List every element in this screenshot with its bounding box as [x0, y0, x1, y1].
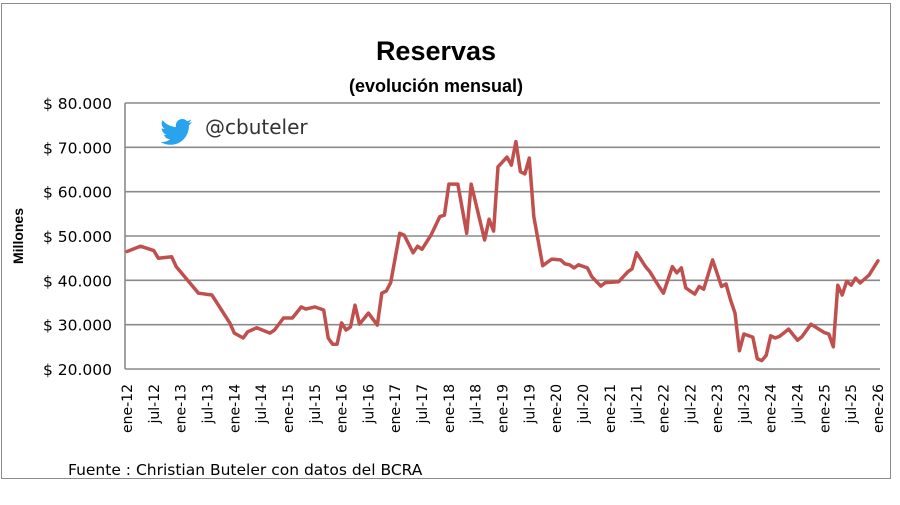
chart-frame	[1, 3, 891, 479]
x-tick-label: ene-23	[710, 384, 726, 433]
x-tick-label: jul-21	[630, 384, 646, 425]
x-tick-label: jul-14	[254, 384, 270, 425]
x-tick-label: ene-22	[656, 384, 672, 433]
x-tick-label: ene-21	[603, 384, 619, 433]
x-tick-label: ene-15	[281, 384, 297, 433]
x-tick-label: jul-19	[522, 384, 538, 425]
x-tick-labels: ene-12 jul-12 ene-13 jul-13 ene-14 jul-14 ene-…	[120, 384, 887, 433]
y-tick-label: $ 40.000	[43, 272, 112, 290]
x-tick-label: jul-22	[683, 384, 699, 425]
y-tick-label: $ 50.000	[43, 228, 112, 246]
x-tick-label: ene-26	[871, 384, 887, 433]
x-tick-label: jul-17	[415, 384, 431, 425]
x-tick-label: ene-12	[120, 384, 136, 433]
y-tick-label: $ 30.000	[43, 317, 112, 335]
source-note: Fuente : Christian Buteler con datos del…	[68, 461, 423, 479]
x-tick-label: ene-17	[388, 384, 404, 433]
series-line-reservas	[125, 139, 880, 363]
y-tick-label: $ 60.000	[43, 184, 112, 202]
x-tick-label: ene-19	[496, 384, 512, 433]
x-tick-label: ene-13	[174, 384, 190, 433]
x-tick-label: jul-24	[791, 384, 807, 425]
y-axis-label: Millones	[10, 208, 26, 264]
x-tick-label: jul-12	[147, 384, 163, 425]
data-points	[126, 141, 879, 361]
y-tick-label: $ 20.000	[43, 361, 112, 379]
chart-subtitle: (evolución mensual)	[349, 76, 523, 96]
x-tick-label: jul-20	[576, 384, 592, 425]
x-tick-label: ene-20	[549, 384, 565, 433]
y-tick-label: $ 70.000	[43, 139, 112, 157]
x-tick-label: jul-15	[308, 384, 324, 425]
x-tick-label: jul-16	[361, 384, 377, 425]
x-tick-label: ene-25	[817, 384, 833, 433]
chart-title: Reservas	[376, 36, 496, 66]
x-tick-label: ene-14	[227, 384, 243, 433]
x-tick-label: ene-24	[764, 384, 780, 433]
x-tick-label: jul-18	[469, 384, 485, 425]
twitter-handle-watermark: @cbuteler	[205, 115, 308, 139]
twitter-bird-icon	[160, 119, 192, 145]
x-tick-label: ene-16	[335, 384, 351, 433]
y-tick-labels: $ 20.000 $ 30.000 $ 40.000 $ 50.000 $ 60.000…	[43, 95, 112, 379]
x-tick-label: jul-23	[737, 384, 753, 425]
y-tick-label: $ 80.000	[43, 95, 112, 113]
gridlines	[124, 102, 880, 370]
x-tick-label: jul-25	[844, 384, 860, 425]
x-tick-label: jul-13	[200, 384, 216, 425]
x-tick-label: ene-18	[442, 384, 458, 433]
